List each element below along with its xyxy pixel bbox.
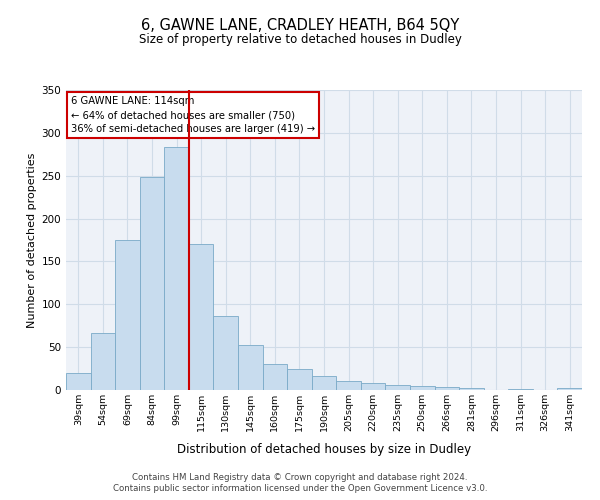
Text: Distribution of detached houses by size in Dudley: Distribution of detached houses by size … <box>177 442 471 456</box>
Bar <box>189 244 214 390</box>
Text: 6 GAWNE LANE: 114sqm
← 64% of detached houses are smaller (750)
36% of semi-deta: 6 GAWNE LANE: 114sqm ← 64% of detached h… <box>71 96 315 134</box>
Text: 6, GAWNE LANE, CRADLEY HEATH, B64 5QY: 6, GAWNE LANE, CRADLEY HEATH, B64 5QY <box>141 18 459 32</box>
Bar <box>459 388 484 390</box>
Bar <box>312 376 336 390</box>
Y-axis label: Number of detached properties: Number of detached properties <box>27 152 37 328</box>
Bar <box>287 370 312 390</box>
Bar <box>336 382 361 390</box>
Bar <box>557 388 582 390</box>
Bar <box>361 383 385 390</box>
Bar <box>434 388 459 390</box>
Bar <box>140 178 164 390</box>
Bar <box>410 386 434 390</box>
Bar <box>238 346 263 390</box>
Text: Contains HM Land Registry data © Crown copyright and database right 2024.: Contains HM Land Registry data © Crown c… <box>132 472 468 482</box>
Bar <box>214 316 238 390</box>
Bar <box>263 364 287 390</box>
Bar <box>508 389 533 390</box>
Text: Contains public sector information licensed under the Open Government Licence v3: Contains public sector information licen… <box>113 484 487 493</box>
Bar <box>115 240 140 390</box>
Bar <box>66 373 91 390</box>
Bar <box>91 332 115 390</box>
Text: Size of property relative to detached houses in Dudley: Size of property relative to detached ho… <box>139 32 461 46</box>
Bar <box>164 148 189 390</box>
Bar <box>385 385 410 390</box>
